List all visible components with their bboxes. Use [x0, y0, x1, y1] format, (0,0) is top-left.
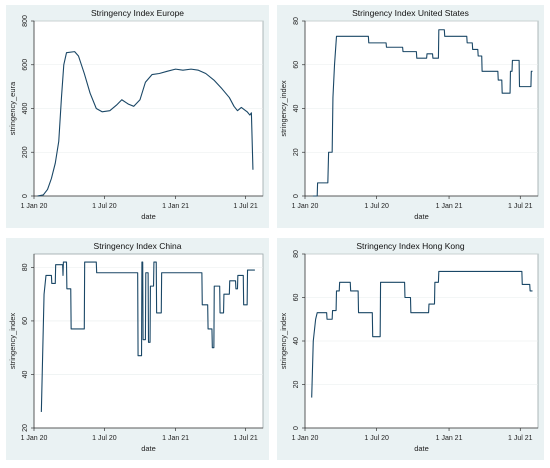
y-axis-label: stringency_index — [8, 313, 17, 370]
y-tick-label: 800 — [22, 15, 29, 27]
y-tick-label: 60 — [293, 294, 300, 302]
chart-panel-2: Stringency Index United States 0 20 40 60 80 s… — [277, 5, 544, 228]
series-line — [37, 51, 254, 197]
y-tick-label: 20 — [293, 148, 300, 156]
y-tick-label: 20 — [293, 381, 300, 389]
y-tick-label: 0 — [293, 426, 300, 430]
y-tick-label: 0 — [293, 194, 300, 198]
y-axis-label: stringency_index — [279, 313, 288, 370]
series-line — [311, 270, 533, 398]
y-tick-label: 20 — [22, 424, 29, 432]
x-tick-label: 1 Jul 21 — [508, 435, 533, 442]
x-tick-label: 1 Jan 21 — [162, 203, 189, 210]
chart-title: Stringency Index Europe — [91, 8, 184, 18]
y-tick-label: 600 — [22, 59, 29, 71]
x-tick-label: 1 Jan 20 — [21, 203, 48, 210]
x-tick-label: 1 Jan 20 — [21, 435, 48, 442]
y-tick-label: 200 — [22, 146, 29, 158]
y-tick-label: 400 — [22, 103, 29, 115]
y-tick-label: 80 — [293, 17, 300, 25]
chart-title: Stringency Index China — [94, 241, 182, 251]
y-tick-label: 80 — [293, 250, 300, 258]
y-axis-label: stringency_eura — [8, 81, 17, 135]
y-axis-label: stringency_index — [279, 80, 288, 137]
chart-panel-3: Stringency Index China 20 40 60 80 stringency… — [6, 238, 269, 460]
x-tick-label: 1 Jul 21 — [233, 203, 258, 210]
x-axis-label: date — [141, 444, 156, 453]
x-axis-label: date — [141, 212, 156, 221]
chart-title: Stringency Index United States — [352, 8, 469, 18]
x-tick-label: 1 Jul 20 — [92, 203, 117, 210]
x-tick-label: 1 Jan 20 — [292, 203, 319, 210]
x-tick-label: 1 Jan 21 — [436, 435, 463, 442]
x-tick-label: 1 Jul 21 — [233, 435, 258, 442]
x-tick-label: 1 Jan 21 — [436, 203, 463, 210]
y-tick-label: 40 — [22, 370, 29, 378]
x-tick-label: 1 Jul 20 — [92, 435, 117, 442]
y-tick-label: 60 — [22, 317, 29, 325]
x-tick-label: 1 Jul 20 — [364, 203, 389, 210]
y-tick-label: 40 — [293, 337, 300, 345]
x-tick-label: 1 Jul 21 — [508, 203, 533, 210]
y-tick-label: 60 — [293, 61, 300, 69]
series-line — [312, 29, 533, 197]
x-tick-label: 1 Jul 20 — [364, 435, 389, 442]
chart-panel-1: Stringency Index Europe 0 200 400 600 800 stri… — [6, 5, 269, 228]
series-line — [40, 261, 255, 412]
x-axis-label: date — [414, 444, 429, 453]
y-tick-label: 40 — [293, 105, 300, 113]
x-axis-label: date — [414, 212, 429, 221]
x-tick-label: 1 Jan 20 — [292, 435, 319, 442]
y-tick-label: 0 — [22, 194, 29, 198]
chart-panel-4: Stringency Index Hong Kong 0 20 40 60 80 strin… — [277, 238, 544, 460]
x-tick-label: 1 Jan 21 — [162, 435, 189, 442]
chart-title: Stringency Index Hong Kong — [356, 241, 464, 251]
y-tick-label: 80 — [22, 263, 29, 271]
